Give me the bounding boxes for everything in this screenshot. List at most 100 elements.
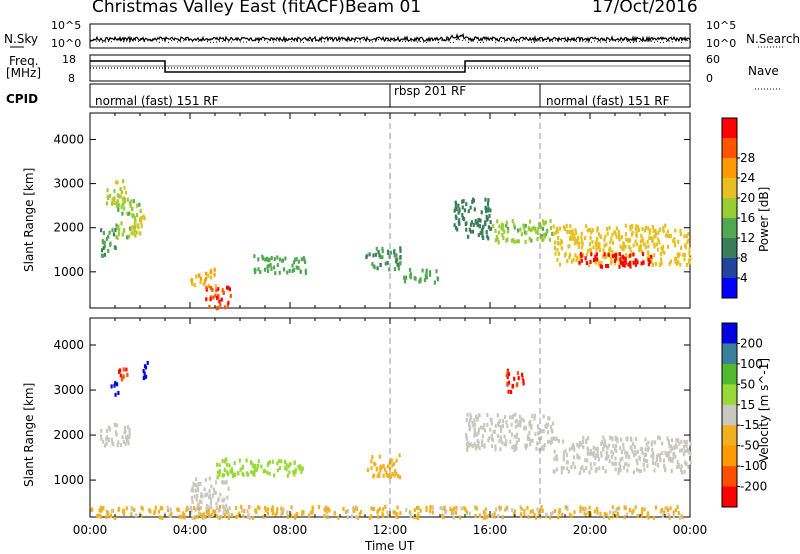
velocity-panel-cell [565,453,569,457]
power-colorbar-label: Power [dB] [757,186,771,252]
velocity-panel-cell [370,459,373,464]
velocity-panel-cell [570,465,573,470]
power-panel-cell [635,233,638,238]
velocity-panel-cell [465,442,468,447]
velocity-panel-cell [122,512,126,516]
power-panel-cell [683,257,686,262]
velocity-panel-cell [653,468,656,473]
velocity-panel-cell [455,506,458,510]
velocity-panel-cell [384,504,387,509]
velocity-panel-cell [589,448,592,453]
power-panel-cell [429,272,432,277]
velocity-panel-cell [616,437,619,442]
velocity-panel-cell [560,470,563,475]
power-panel-cell [647,226,650,231]
power-panel-cell [515,239,518,244]
power-panel-cell [632,243,635,248]
velocity-panel-cell [197,482,200,486]
velocity-panel-cell [616,439,619,444]
velocity-panel-cell [90,508,93,513]
power-panel-cell [489,220,492,225]
power-panel-cell [568,255,571,260]
power-panel-cell [574,228,577,233]
velocity-panel-cell [614,456,617,461]
velocity-panel-cell [296,512,299,516]
velocity-panel-cell [215,514,218,518]
cpid-label: CPID [6,92,39,106]
velocity-panel-cell [431,505,434,510]
power-panel-cell [523,225,526,230]
velocity-panel-cell [212,509,215,514]
power-panel-cell [116,199,119,204]
power-panel-cell [487,208,490,213]
power-panel-cell [632,260,635,265]
power-panel-cell [399,255,402,260]
power-panel-cell [115,180,118,185]
velocity-panel-cell [525,443,529,448]
velocity-panel-cell [233,472,236,477]
velocity-panel-cell [123,425,126,430]
velocity-panel-cell [623,515,626,520]
power-panel-cell [628,245,631,249]
power-panel-cell [649,236,652,241]
power-panel-cell [642,252,645,257]
power-panel-cell [190,278,193,283]
power-panel-cell [453,223,456,228]
power-panel-cell [674,256,677,261]
noise-search-label: N.Search [746,32,800,46]
velocity-panel-cell [531,509,534,514]
velocity-panel-cell [514,443,518,448]
power-panel-cell [395,253,398,258]
power-panel-cell [610,259,613,264]
velocity-panel-cell [519,423,522,428]
velocity-panel-cell [310,510,313,515]
velocity-panel-cell [225,503,228,508]
velocity-panel-cell [677,462,680,467]
power-panel-cell [640,261,643,266]
power-panel-cell [464,222,467,226]
velocity-panel-cell [562,439,565,444]
velocity-panel-cell [393,461,396,466]
power-panel-cell [257,257,260,262]
velocity-panel-cell [572,445,575,449]
velocity-panel-cell [393,510,397,515]
velocity-panel-cell [218,472,221,477]
power-panel-cell [653,242,656,247]
velocity-panel-cell [517,376,520,381]
velocity-panel-cell [681,515,684,520]
cpid-segment-1: normal (fast) 151 RF [95,94,219,108]
power-panel-cell [454,200,457,205]
velocity-panel-cell [507,389,510,394]
velocity-panel-cell [206,512,209,517]
velocity-panel-cell [425,505,428,510]
velocity-panel-cell [286,514,289,519]
power-panel-cell [140,220,143,225]
velocity-panel-cell [636,461,639,466]
velocity-panel-cell [506,381,509,386]
velocity-panel-cell [490,418,493,422]
velocity-panel-cell [554,437,557,442]
power-panel-cell [578,241,581,246]
velocity-panel-cell [558,509,561,514]
power-panel-cell [576,255,579,260]
power-panel-cell [210,286,213,290]
velocity-panel-cell [176,507,179,512]
power-panel-cell [624,223,627,228]
velocity-panel-cell [578,471,581,475]
power-panel-cell [537,226,540,231]
velocity-panel-cell [573,447,576,452]
power-panel-cell [421,268,424,273]
velocity-panel-cell [572,461,575,466]
power-panel-cell [107,248,110,253]
velocity-panel-cell [459,515,462,520]
power-panel-cell [476,223,479,227]
velocity-panel-cell [526,434,530,439]
velocity-panel-cell [257,463,260,468]
velocity-panel-cell [286,473,289,478]
power-panel-cell [117,231,120,236]
velocity-panel-cell [627,455,631,460]
velocity-panel-cell [586,458,589,463]
noise-left-tick-top: 10^5 [51,19,82,32]
velocity-panel-cell [558,507,561,512]
power-panel-cell [624,232,628,237]
